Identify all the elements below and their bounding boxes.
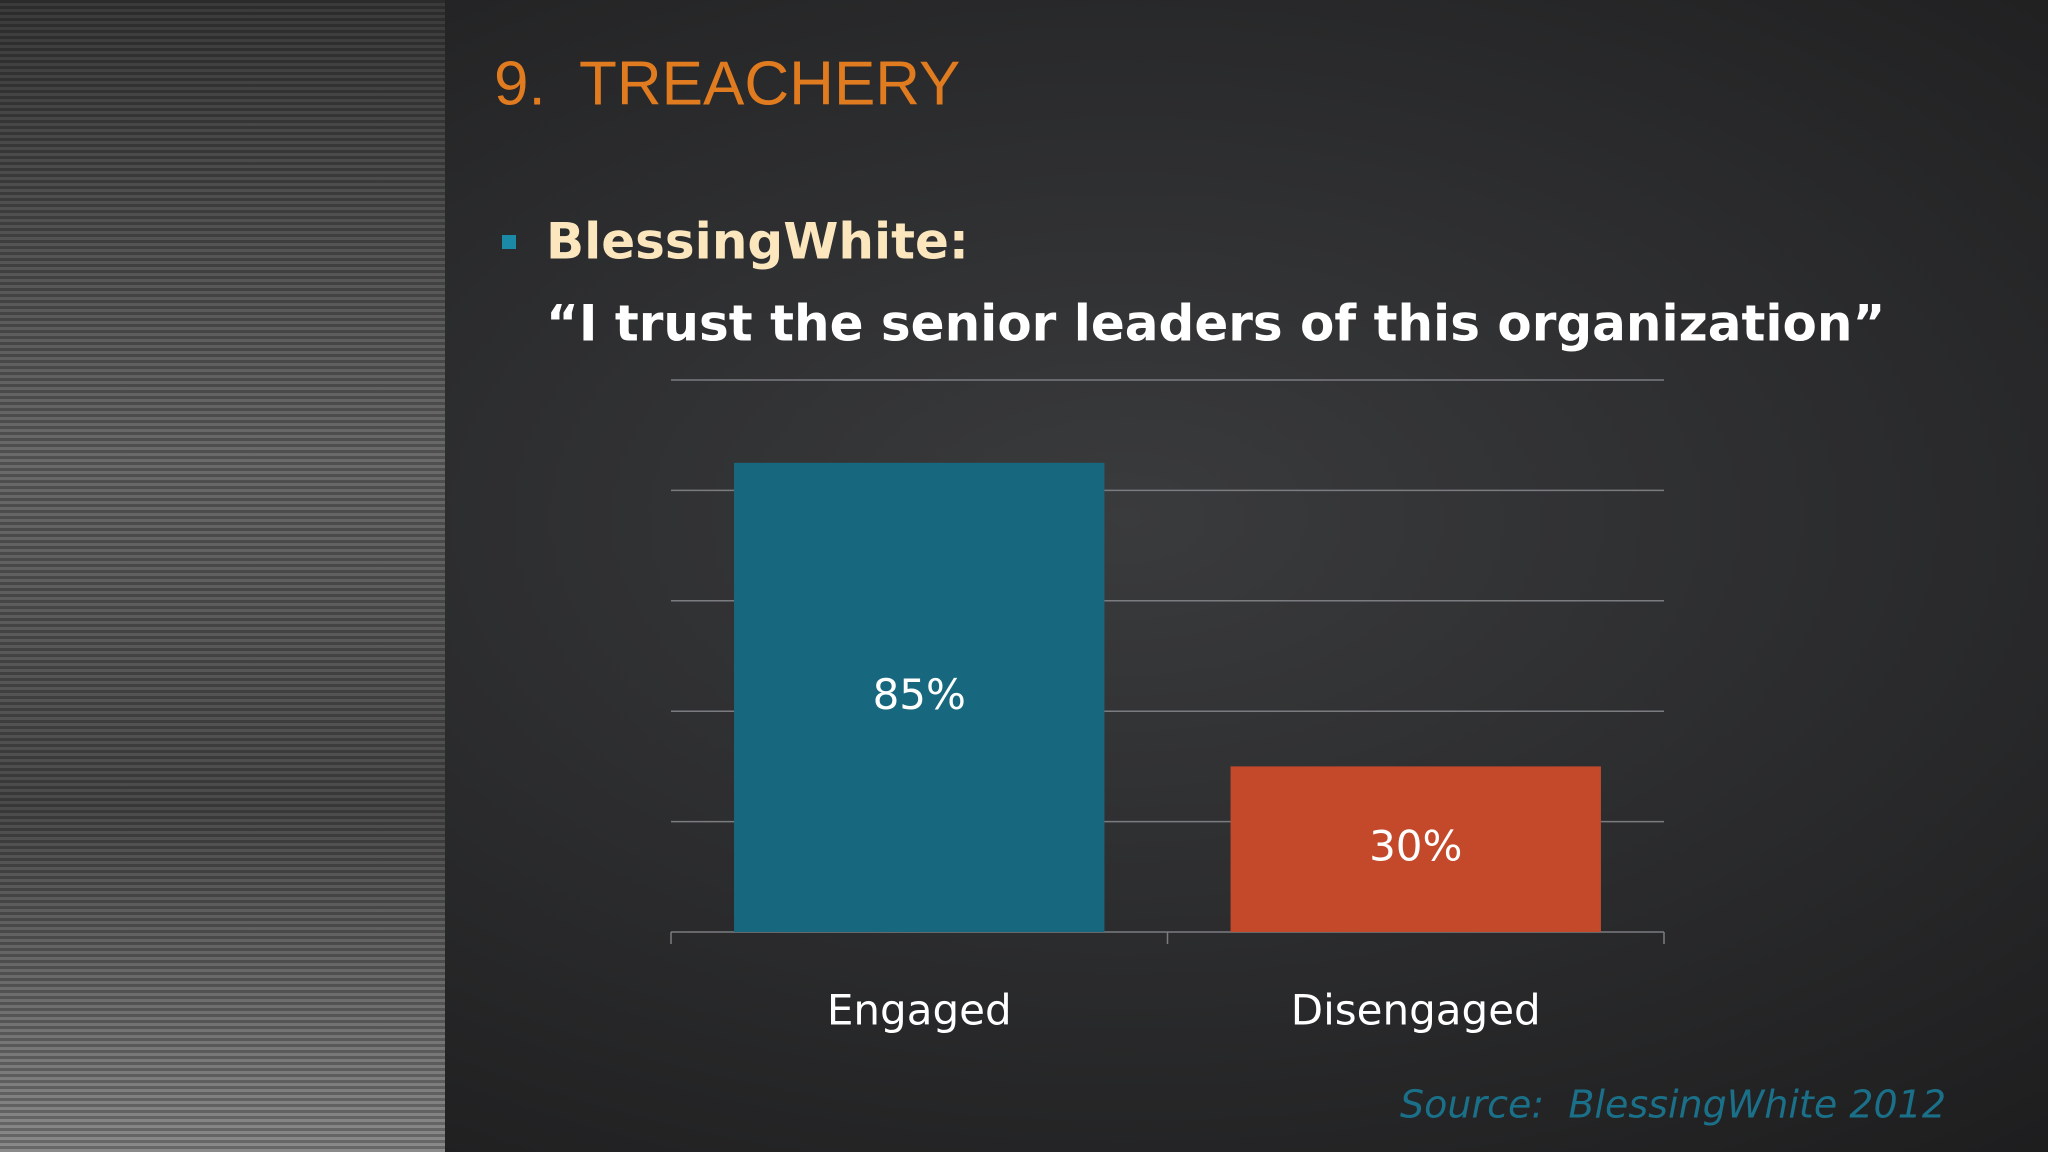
bullet-text: “I trust the senior leaders of this orga… xyxy=(546,295,1885,353)
bullet-heading: BlessingWhite: xyxy=(546,213,969,271)
bar xyxy=(1230,766,1601,932)
value-label: 30% xyxy=(1369,822,1462,871)
source: Source: BlessingWhite 2012 xyxy=(1400,1083,1946,1127)
x-tick-label: Disengaged xyxy=(1291,986,1541,1035)
x-tick-label: Engaged xyxy=(827,986,1012,1035)
slide-title: 9. TREACHERY xyxy=(494,49,960,118)
bar xyxy=(734,462,1105,932)
value-label: 85% xyxy=(873,670,966,719)
engraving-texture xyxy=(0,0,445,1152)
bullet xyxy=(502,235,516,249)
chart: 85% Engaged 30% Disengaged xyxy=(670,379,1665,1035)
